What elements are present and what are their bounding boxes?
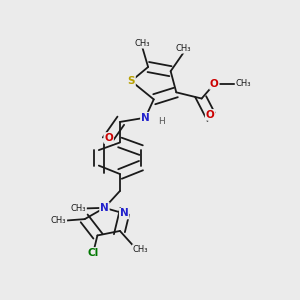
- Text: Cl: Cl: [88, 248, 99, 258]
- Text: CH₃: CH₃: [176, 44, 191, 53]
- Text: CH₃: CH₃: [70, 204, 86, 213]
- Text: N: N: [141, 113, 150, 123]
- Text: CH₃: CH₃: [236, 80, 251, 88]
- Text: N: N: [120, 208, 128, 218]
- Text: CH₃: CH₃: [135, 39, 150, 48]
- Text: CH₃: CH₃: [133, 245, 148, 254]
- Text: CH₃: CH₃: [51, 216, 66, 225]
- Text: O: O: [210, 79, 219, 89]
- Text: N: N: [100, 203, 109, 213]
- Text: S: S: [128, 76, 135, 86]
- Text: O: O: [206, 110, 214, 120]
- Text: O: O: [104, 133, 113, 143]
- Text: H: H: [158, 117, 165, 126]
